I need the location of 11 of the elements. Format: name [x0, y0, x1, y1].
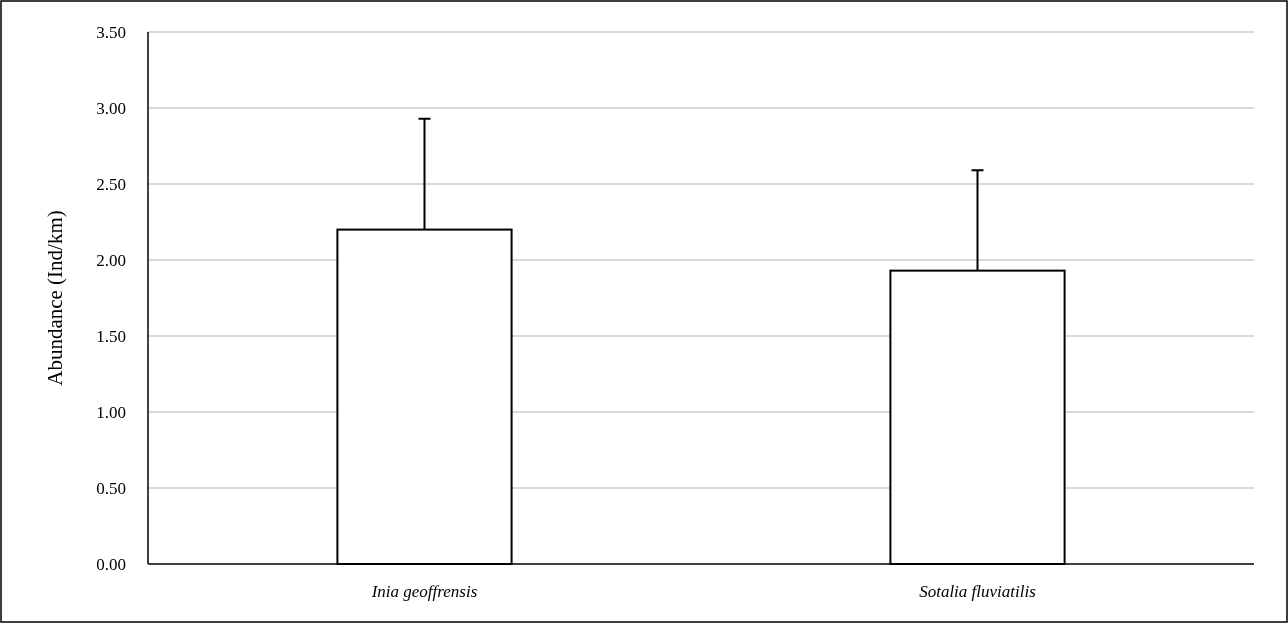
y-tick-label: 1.00: [96, 402, 126, 422]
y-tick-label: 3.50: [96, 22, 126, 42]
x-tick-label: Sotalia fluviatilis: [919, 582, 1037, 601]
y-tick-label: 0.50: [96, 478, 126, 498]
y-tick-label: 2.00: [96, 250, 126, 270]
y-tick-label: 1.50: [96, 326, 126, 346]
y-tick-label: 0.00: [96, 554, 126, 574]
y-axis-title: Abundance (Ind/km): [43, 210, 67, 386]
x-tick-label: Inia geoffrensis: [370, 582, 478, 601]
y-tick-label: 3.00: [96, 98, 126, 118]
y-tick-label: 2.50: [96, 174, 126, 194]
